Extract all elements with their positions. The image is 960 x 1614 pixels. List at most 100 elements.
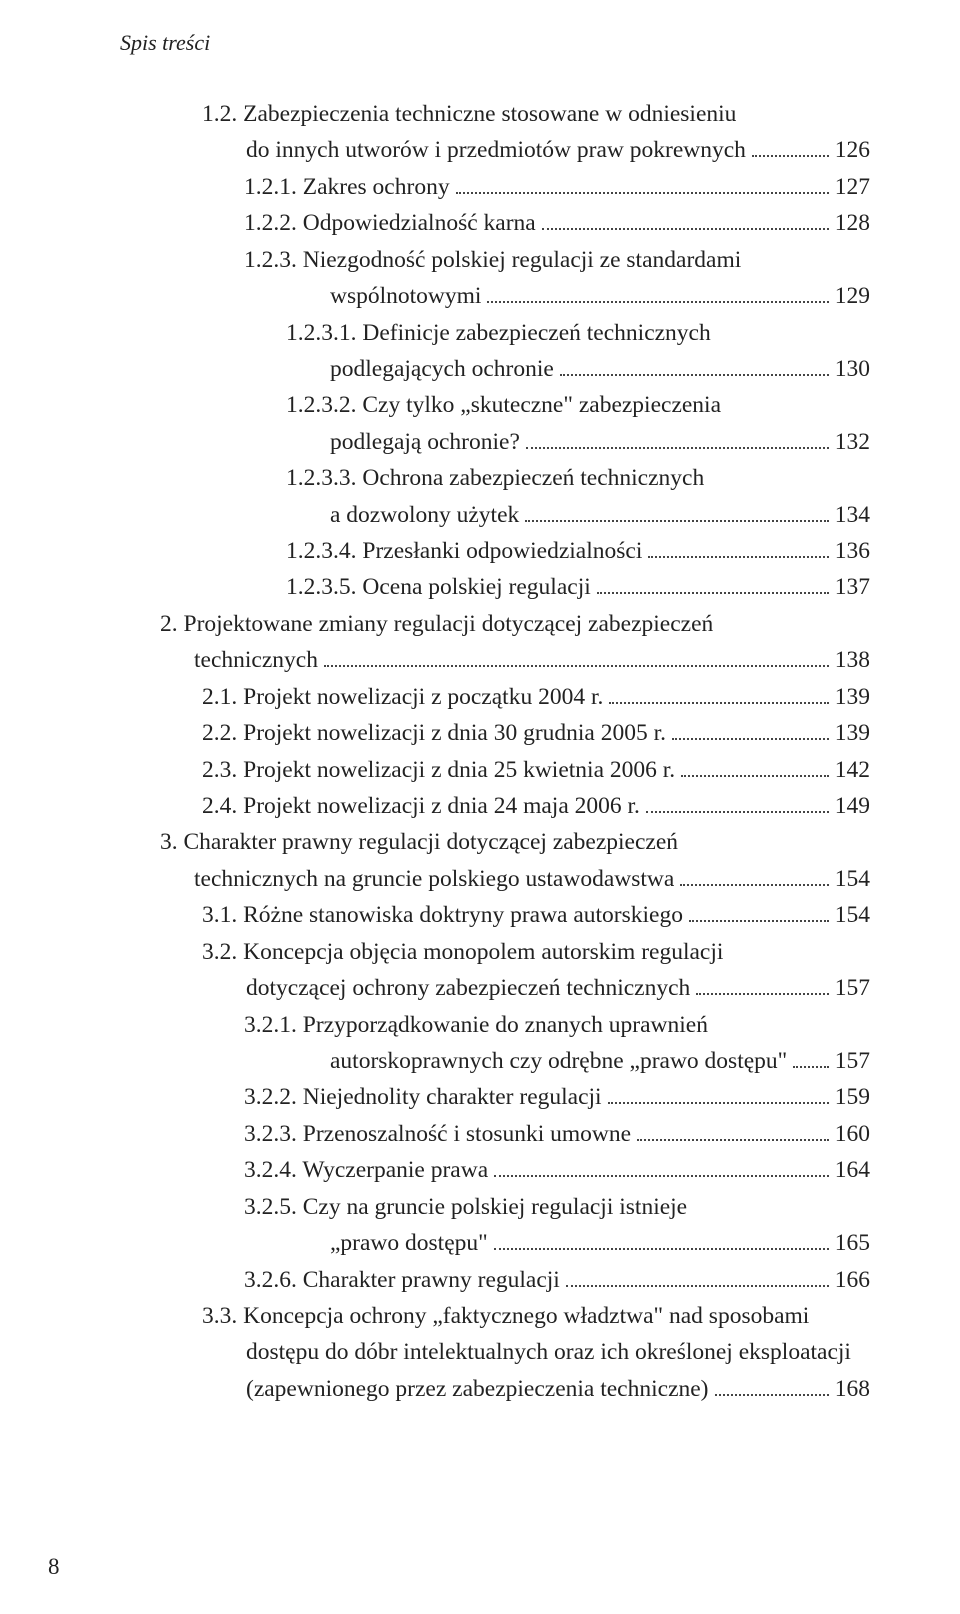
dot-leader	[793, 1047, 829, 1068]
toc-line: 3.2.1. Przyporządkowanie do znanych upra…	[120, 1007, 870, 1043]
toc-entry-page: 160	[835, 1116, 870, 1152]
toc-entry-label: 1.2.3.5. Ocena polskiej regulacji	[286, 569, 591, 605]
toc-entry-label: 3.2.2. Niejednolity charakter regulacji	[244, 1079, 602, 1115]
toc-entry-label: do innych utworów i przedmiotów praw pok…	[246, 132, 746, 168]
dot-leader	[597, 574, 829, 595]
dot-leader	[696, 974, 828, 995]
toc-entry-page: 159	[835, 1079, 870, 1115]
dot-leader	[526, 428, 829, 449]
toc-line: 3.2. Koncepcja objęcia monopolem autorsk…	[120, 934, 870, 970]
toc-line: 1.2.3.2. Czy tylko „skuteczne" zabezpiec…	[120, 387, 870, 423]
toc-entry-label: podlegających ochronie	[330, 351, 554, 387]
toc-entry: 3.2.2. Niejednolity charakter regulacji 1…	[120, 1079, 870, 1115]
dot-leader	[487, 282, 828, 303]
toc-entry: 2.4. Projekt nowelizacji z dnia 24 maja …	[120, 788, 870, 824]
toc-entry-label: 3.2.4. Wyczerpanie prawa	[244, 1152, 488, 1188]
toc-entry-label: 1.2.2. Odpowiedzialność karna	[244, 205, 536, 241]
toc-entry-label: 2.1. Projekt nowelizacji z początku 2004…	[202, 679, 603, 715]
toc-entry-label: 2.4. Projekt nowelizacji z dnia 24 maja …	[202, 788, 640, 824]
toc-entry: wspólnotowymi 129	[120, 278, 870, 314]
toc-entry: 3.2.6. Charakter prawny regulacji 166	[120, 1262, 870, 1298]
toc-entry-page: 138	[835, 642, 870, 678]
dot-leader	[672, 719, 829, 740]
toc-entry-page: 157	[835, 1043, 870, 1079]
dot-leader	[680, 865, 828, 886]
toc-entry-label: dotyczącej ochrony zabezpieczeń technicz…	[246, 970, 690, 1006]
toc-line: 3.2.5. Czy na gruncie polskiej regulacji…	[120, 1189, 870, 1225]
toc-entry: 3.2.3. Przenoszalność i stosunki umowne 1…	[120, 1116, 870, 1152]
dot-leader	[566, 1266, 829, 1287]
dot-leader	[525, 501, 828, 522]
toc-entry-label: a dozwolony użytek	[330, 497, 519, 533]
toc-entry: „prawo dostępu"165	[120, 1225, 870, 1261]
toc-entry: technicznych 138	[120, 642, 870, 678]
toc-entry-page: 149	[835, 788, 870, 824]
toc-entry: 2.1. Projekt nowelizacji z początku 2004…	[120, 679, 870, 715]
toc-entry: podlegających ochronie130	[120, 351, 870, 387]
dot-leader	[689, 901, 829, 922]
toc-entry-page: 127	[835, 169, 870, 205]
dot-leader	[608, 1084, 829, 1105]
book-page: Spis treści 1.2. Zabezpieczenia technicz…	[0, 0, 960, 1614]
dot-leader	[637, 1120, 829, 1141]
toc-line: 3.3. Koncepcja ochrony „faktycznego wład…	[120, 1298, 870, 1334]
toc-entry-page: 166	[835, 1262, 870, 1298]
toc-entry-label: 3.2.3. Przenoszalność i stosunki umowne	[244, 1116, 631, 1152]
toc-entry-page: 134	[835, 497, 870, 533]
dot-leader	[715, 1375, 829, 1396]
toc-entry: do innych utworów i przedmiotów praw pok…	[120, 132, 870, 168]
dot-leader	[646, 792, 829, 813]
toc-entry-label: „prawo dostępu"	[330, 1225, 488, 1261]
toc-entry: 1.2.2. Odpowiedzialność karna 128	[120, 205, 870, 241]
dot-leader	[494, 1229, 829, 1250]
toc-entry-label: 2.3. Projekt nowelizacji z dnia 25 kwiet…	[202, 752, 675, 788]
page-folio: 8	[48, 1554, 60, 1580]
toc-entry: dotyczącej ochrony zabezpieczeń technicz…	[120, 970, 870, 1006]
toc-entry: 1.2.3.4. Przesłanki odpowiedzialności136	[120, 533, 870, 569]
toc-entry-label: technicznych na gruncie polskiego ustawo…	[194, 861, 674, 897]
dot-leader	[648, 537, 828, 558]
toc-entry-label: technicznych	[194, 642, 318, 678]
toc-entry-page: 128	[835, 205, 870, 241]
dot-leader	[609, 683, 828, 704]
dot-leader	[752, 137, 829, 158]
toc-entry: 3.2.4. Wyczerpanie prawa164	[120, 1152, 870, 1188]
toc-entry-label: 2.2. Projekt nowelizacji z dnia 30 grudn…	[202, 715, 666, 751]
toc-entry: podlegają ochronie? 132	[120, 424, 870, 460]
dot-leader	[324, 647, 829, 668]
toc-entry-page: 154	[835, 861, 870, 897]
running-head: Spis treści	[120, 30, 870, 56]
toc-entry: 2.2. Projekt nowelizacji z dnia 30 grudn…	[120, 715, 870, 751]
dot-leader	[494, 1156, 829, 1177]
dot-leader	[542, 209, 829, 230]
toc-entry: a dozwolony użytek 134	[120, 497, 870, 533]
table-of-contents: 1.2. Zabezpieczenia techniczne stosowane…	[120, 96, 870, 1407]
toc-entry: (zapewnionego przez zabezpieczenia techn…	[120, 1371, 870, 1407]
toc-entry: 1.2.3.5. Ocena polskiej regulacji 137	[120, 569, 870, 605]
toc-entry-page: 129	[835, 278, 870, 314]
toc-entry-page: 142	[835, 752, 870, 788]
toc-entry: 3.1. Różne stanowiska doktryny prawa aut…	[120, 897, 870, 933]
toc-entry-label: 1.2.1. Zakres ochrony	[244, 169, 450, 205]
toc-entry-page: 168	[835, 1371, 870, 1407]
dot-leader	[560, 355, 829, 376]
toc-entry-page: 139	[835, 715, 870, 751]
dot-leader	[456, 173, 829, 194]
toc-line: 2. Projektowane zmiany regulacji dotyczą…	[120, 606, 870, 642]
toc-entry-page: 137	[835, 569, 870, 605]
toc-entry-label: podlegają ochronie?	[330, 424, 520, 460]
toc-entry-label: wspólnotowymi	[330, 278, 481, 314]
toc-line: 1.2.3. Niezgodność polskiej regulacji ze…	[120, 242, 870, 278]
toc-entry-page: 157	[835, 970, 870, 1006]
toc-entry: technicznych na gruncie polskiego ustawo…	[120, 861, 870, 897]
toc-entry: 2.3. Projekt nowelizacji z dnia 25 kwiet…	[120, 752, 870, 788]
toc-entry-label: 1.2.3.4. Przesłanki odpowiedzialności	[286, 533, 642, 569]
toc-line: 1.2. Zabezpieczenia techniczne stosowane…	[120, 96, 870, 132]
toc-line: 3. Charakter prawny regulacji dotyczącej…	[120, 824, 870, 860]
toc-entry-label: autorskoprawnych czy odrębne „prawo dost…	[330, 1043, 787, 1079]
toc-entry: 1.2.1. Zakres ochrony 127	[120, 169, 870, 205]
toc-entry-page: 132	[835, 424, 870, 460]
toc-entry-page: 154	[835, 897, 870, 933]
toc-entry-label: 3.2.6. Charakter prawny regulacji	[244, 1262, 560, 1298]
toc-entry-label: 3.1. Różne stanowiska doktryny prawa aut…	[202, 897, 683, 933]
